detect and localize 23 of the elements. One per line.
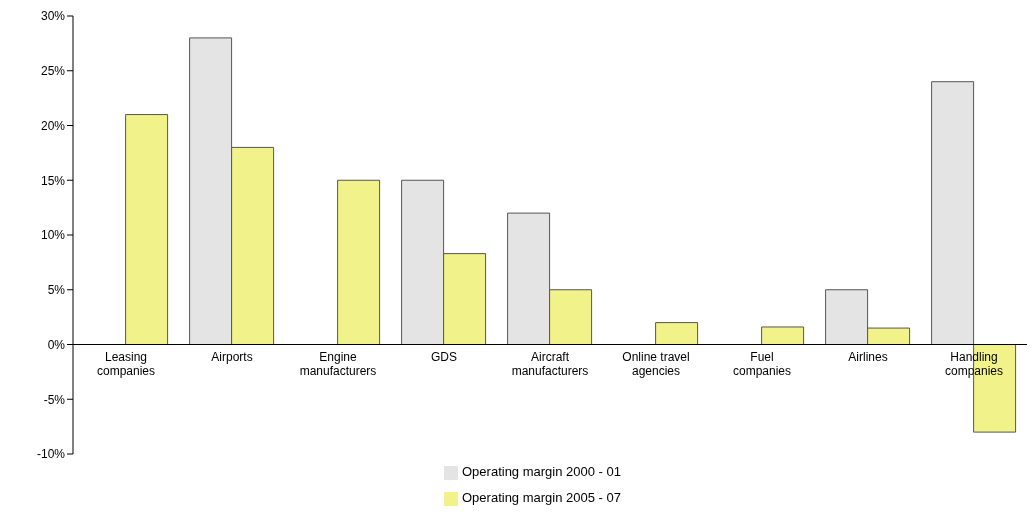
y-tick-label: 5% [47,283,66,298]
y-tick-label: -5% [43,392,66,407]
y-tick-label: 10% [40,228,66,243]
x-tick-label: Airlines [848,349,888,364]
x-tick-label: GDS [430,349,458,364]
legend-label: Operating margin 2005 - 07 [462,490,621,505]
x-tick-label: Fuel companies [732,349,792,378]
bar [761,326,805,345]
y-tick-label: 15% [40,173,66,188]
y-tick-label: 20% [40,118,66,133]
bar [655,322,699,345]
y-tick-label: 30% [40,9,66,24]
x-tick-label: Online travel agencies [622,349,690,378]
y-tick-label: -10% [36,447,66,462]
x-tick-label: Leasing companies [96,349,156,378]
x-tick-label: Airports [211,349,253,364]
x-tick-label: Aircraft manufacturers [511,349,589,378]
y-tick-label: 0% [47,337,66,352]
y-tick-label: 25% [40,64,66,79]
legend-label: Operating margin 2000 - 01 [462,464,621,479]
bar [125,114,169,345]
bar [337,179,381,345]
x-tick-label: Engine manufacturers [299,349,377,378]
